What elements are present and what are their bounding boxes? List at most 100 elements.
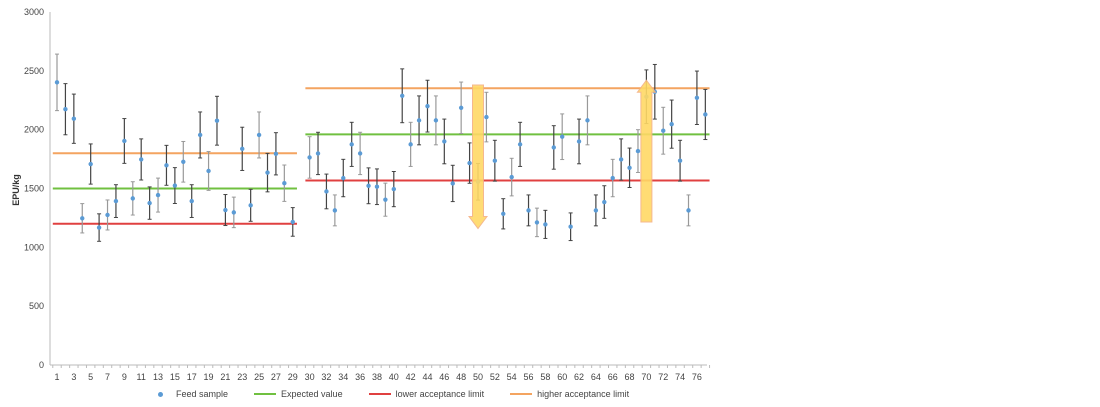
data-point <box>501 211 506 216</box>
data-point <box>585 118 590 123</box>
data-point <box>206 168 211 174</box>
data-point <box>54 80 60 85</box>
data-point <box>189 198 194 204</box>
x-tick-label: 40 <box>389 372 399 382</box>
data-point <box>307 155 312 160</box>
data-point <box>366 183 371 188</box>
y-tick-label: 3000 <box>24 7 44 17</box>
data-point <box>71 116 77 121</box>
data-point <box>273 151 279 156</box>
x-tick-label: 19 <box>204 372 214 382</box>
x-tick-label: 46 <box>439 372 449 382</box>
data-point <box>96 225 102 230</box>
data-point <box>315 151 321 156</box>
data-point <box>467 160 472 166</box>
y-tick-label: 0 <box>39 360 44 370</box>
legend-marker <box>510 393 533 395</box>
data-point <box>240 146 245 152</box>
data-point <box>677 158 683 163</box>
x-tick-label: 3 <box>71 372 76 382</box>
data-point <box>602 199 607 205</box>
legend-marker <box>368 393 391 395</box>
x-tick-label: 66 <box>608 372 618 382</box>
data-point <box>400 93 405 98</box>
data-point <box>484 114 489 120</box>
data-point <box>88 161 93 167</box>
data-point <box>122 138 127 144</box>
data-point <box>113 198 119 204</box>
y-tick-label: 1000 <box>24 242 44 252</box>
data-point <box>265 170 270 175</box>
data-point <box>164 163 169 168</box>
data-point <box>425 103 430 109</box>
data-point <box>332 208 338 213</box>
data-point <box>635 148 641 154</box>
data-point <box>374 184 380 189</box>
data-point <box>341 175 346 181</box>
y-tick-label: 2000 <box>24 125 44 135</box>
x-tick-label: 13 <box>153 372 163 382</box>
legend-item-lower-limit: lower acceptance limit <box>368 389 485 399</box>
x-tick-label: 29 <box>288 372 298 382</box>
x-tick-label: 56 <box>524 372 534 382</box>
data-point <box>442 139 447 144</box>
y-tick-label: 500 <box>29 301 44 311</box>
y-tick-label: 2500 <box>24 66 44 76</box>
x-tick-label: 76 <box>692 372 702 382</box>
data-point <box>703 112 708 117</box>
data-point <box>231 210 237 215</box>
x-tick-label: 30 <box>305 372 315 382</box>
arrow-up-icon <box>636 79 657 223</box>
x-tick-label: 1 <box>54 372 59 382</box>
x-tick-label: 17 <box>187 372 197 382</box>
data-point <box>223 207 228 213</box>
legend-label: Feed sample <box>176 389 229 399</box>
data-point <box>248 203 253 208</box>
legend: Feed sample Expected value lower accepta… <box>150 389 629 399</box>
legend-item-expected-value: Expected value <box>254 389 343 399</box>
data-point <box>576 139 582 144</box>
data-point <box>357 151 363 156</box>
data-point <box>256 132 262 138</box>
x-tick-label: 52 <box>490 372 500 382</box>
x-tick-label: 64 <box>591 372 601 382</box>
x-tick-label: 42 <box>406 372 416 382</box>
data-point <box>492 158 498 163</box>
x-tick-label: 72 <box>658 372 668 382</box>
x-tick-label: 11 <box>137 372 146 382</box>
data-point <box>105 212 110 218</box>
x-tick-label: 25 <box>254 372 264 382</box>
x-tick-label: 44 <box>422 372 432 382</box>
data-point <box>610 175 615 181</box>
y-tick-label: 1500 <box>24 184 44 194</box>
x-tick-label: 62 <box>574 372 584 382</box>
data-point <box>458 105 464 110</box>
arrow-annotations <box>468 79 657 230</box>
x-tick-label: 21 <box>220 372 230 382</box>
data-point <box>408 142 413 147</box>
x-tick-label: 48 <box>456 372 466 382</box>
data-point <box>197 132 203 138</box>
legend-marker <box>254 393 277 395</box>
arrow-down-icon <box>468 84 488 230</box>
data-point <box>593 208 599 213</box>
data-point <box>214 118 220 123</box>
data-point <box>517 142 523 147</box>
data-point <box>63 106 68 112</box>
x-tick-label: 68 <box>625 372 635 382</box>
data-point <box>686 208 691 213</box>
y-axis-label: EPU/kg <box>11 174 21 206</box>
legend-label: lower acceptance limit <box>395 389 485 399</box>
data-point <box>172 183 178 188</box>
data-point <box>130 196 135 201</box>
data-point <box>349 142 354 147</box>
x-tick-label: 54 <box>507 372 517 382</box>
data-point <box>147 200 152 206</box>
data-point <box>694 95 700 100</box>
x-tick-label: 74 <box>675 372 685 382</box>
data-point <box>324 189 329 194</box>
legend-marker <box>158 391 163 397</box>
data-point <box>290 219 295 225</box>
data-point <box>383 197 388 202</box>
